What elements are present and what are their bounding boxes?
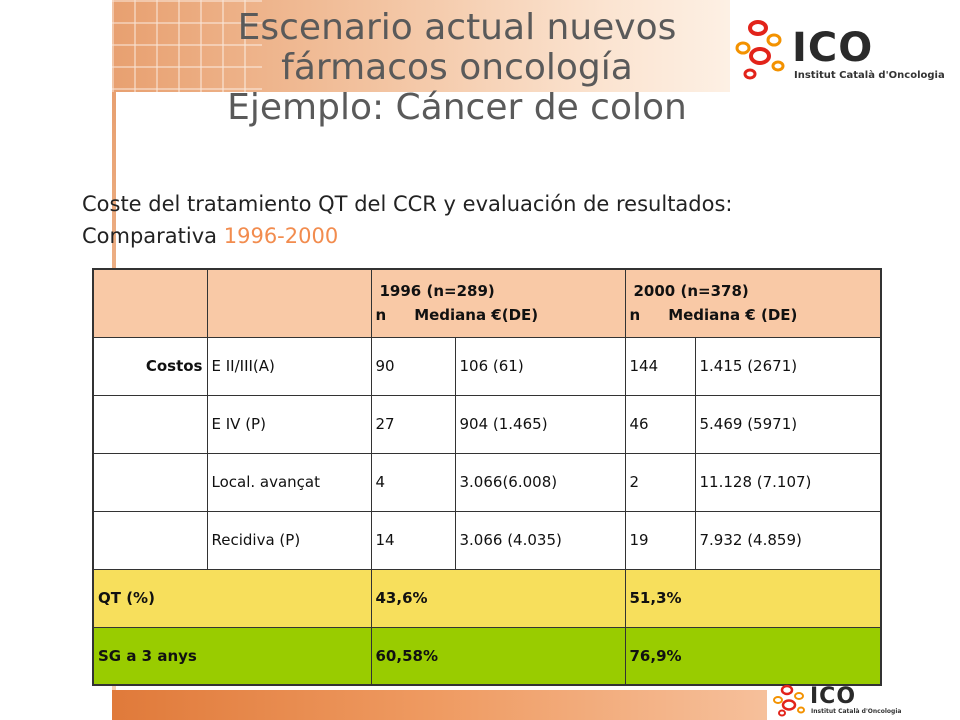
header-2000-n: n — [629, 306, 641, 325]
slide-subtitle: Coste del tratamiento QT del CCR y evalu… — [82, 188, 742, 252]
logo-dots-icon — [773, 684, 805, 717]
logo-subtitle: Institut Català d'Oncologia — [811, 708, 902, 715]
row-stage: Recidiva (P) — [206, 510, 372, 570]
row-median-2000: 5.469 (5971) — [694, 394, 882, 454]
header-2000-median: Mediana € (DE) — [668, 306, 798, 325]
qt-1996: 43,6% — [370, 568, 626, 628]
row-n-1996: 27 — [370, 394, 456, 454]
header-empty-cell — [92, 268, 208, 338]
row-median-2000: 11.128 (7.107) — [694, 452, 882, 512]
logo-subtitle: Institut Català d'Oncologia — [794, 70, 945, 81]
table-row: Costos E II/III(A) 90 106 (61) 144 1.415… — [92, 336, 882, 396]
sg-2000: 76,9% — [624, 626, 882, 686]
header-2000-label: 2000 (n=378) — [633, 282, 749, 301]
title-line-3: Ejemplo: Cáncer de colon — [227, 87, 687, 128]
row-category: Costos — [92, 336, 208, 396]
banner-grid-pattern — [112, 0, 262, 92]
survival-row: SG a 3 anys 60,58% 76,9% — [92, 626, 882, 686]
qt-2000: 51,3% — [624, 568, 882, 628]
header-1996-columns: n Mediana €(DE) — [376, 303, 621, 327]
header-2000: 2000 (n=378) n Mediana € (DE) — [624, 268, 882, 338]
table-row: Recidiva (P) 14 3.066 (4.035) 19 7.932 (… — [92, 510, 882, 570]
row-n-2000: 46 — [624, 394, 696, 454]
row-stage: Local. avançat — [206, 452, 372, 512]
logo-wordmark: ICO — [810, 684, 857, 709]
row-n-2000: 2 — [624, 452, 696, 512]
row-median-1996: 3.066(6.008) — [454, 452, 626, 512]
qt-label: QT (%) — [92, 568, 372, 628]
cost-comparison-table: 1996 (n=289) n Mediana €(DE) 2000 (n=378)… — [92, 268, 882, 686]
ico-logo: ICO Institut Català d'Oncologia — [732, 14, 957, 89]
row-category — [92, 510, 208, 570]
title-banner — [112, 0, 730, 92]
logo-wordmark: ICO — [792, 25, 874, 71]
qt-percent-row: QT (%) 43,6% 51,3% — [92, 568, 882, 628]
sg-1996: 60,58% — [370, 626, 626, 686]
row-median-2000: 7.932 (4.859) — [694, 510, 882, 570]
row-n-1996: 90 — [370, 336, 456, 396]
table-header-row: 1996 (n=289) n Mediana €(DE) 2000 (n=378)… — [92, 268, 882, 338]
row-median-2000: 1.415 (2671) — [694, 336, 882, 396]
row-n-2000: 144 — [624, 336, 696, 396]
table-row: E IV (P) 27 904 (1.465) 46 5.469 (5971) — [92, 394, 882, 454]
logo-dots-icon — [735, 20, 785, 80]
row-n-1996: 4 — [370, 452, 456, 512]
subtitle-text: Coste del tratamiento QT del CCR y evalu… — [82, 192, 733, 248]
subtitle-years: 1996-2000 — [223, 224, 339, 248]
row-category — [92, 394, 208, 454]
row-median-1996: 3.066 (4.035) — [454, 510, 626, 570]
header-1996-label: 1996 (n=289) — [379, 282, 495, 301]
row-stage: E IV (P) — [206, 394, 372, 454]
header-1996: 1996 (n=289) n Mediana €(DE) — [370, 268, 626, 338]
header-1996-median: Mediana €(DE) — [414, 306, 539, 325]
row-n-2000: 19 — [624, 510, 696, 570]
ico-logo-footer: ICO Institut Català d'Oncologia — [770, 683, 960, 720]
header-2000-columns: n Mediana € (DE) — [630, 303, 877, 327]
row-median-1996: 904 (1.465) — [454, 394, 626, 454]
bottom-decor-strip — [112, 690, 767, 720]
row-n-1996: 14 — [370, 510, 456, 570]
row-stage: E II/III(A) — [206, 336, 372, 396]
slide-title: Escenario actual nuevos fármacos oncolog… — [112, 8, 802, 128]
title-line-1: Escenario actual nuevos — [237, 7, 677, 48]
row-category — [92, 452, 208, 512]
header-empty-cell — [206, 268, 372, 338]
row-median-1996: 106 (61) — [454, 336, 626, 396]
title-line-2: fármacos oncología — [281, 47, 633, 88]
header-1996-n: n — [375, 306, 387, 325]
sg-label: SG a 3 anys — [92, 626, 372, 686]
table-row: Local. avançat 4 3.066(6.008) 2 11.128 (… — [92, 452, 882, 512]
